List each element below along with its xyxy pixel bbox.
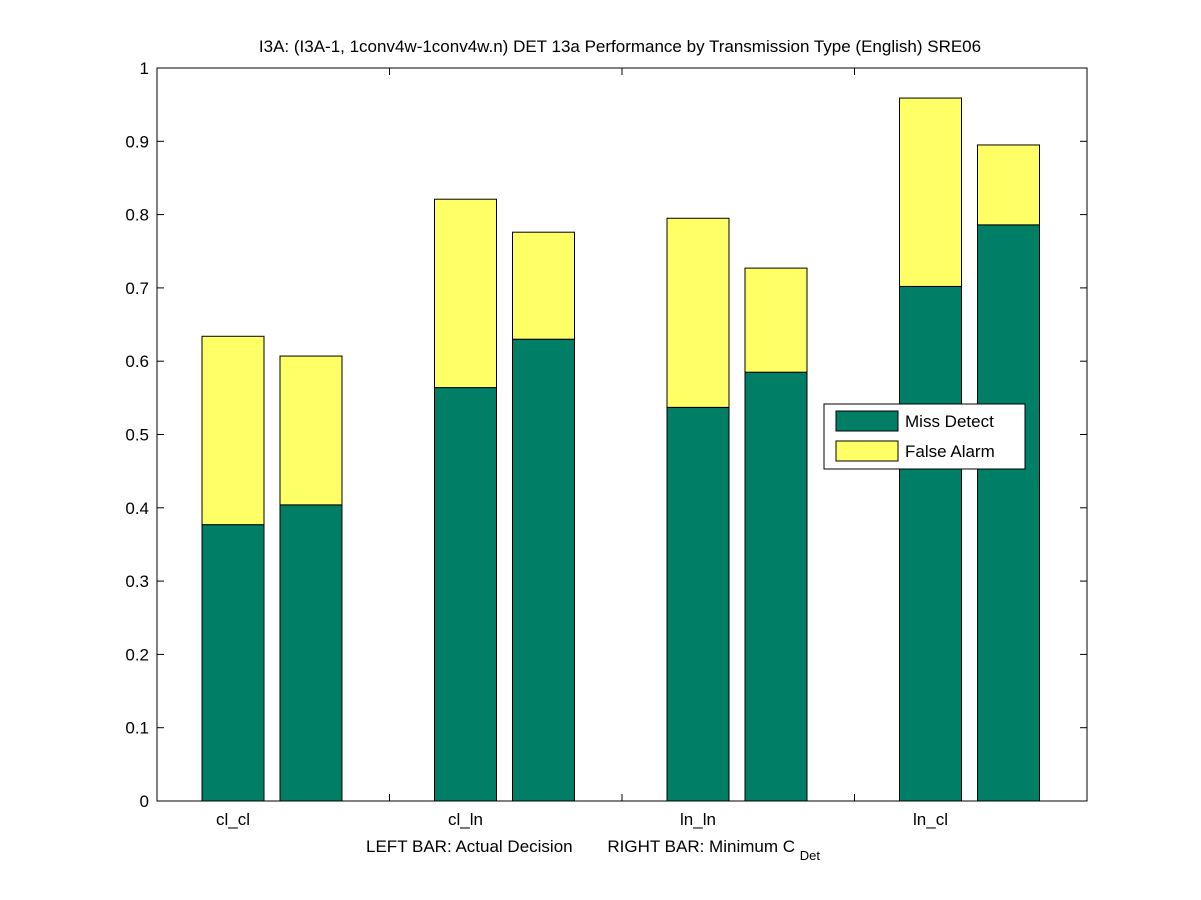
bar-ln-ln-actual-false-alarm: [666, 217, 730, 408]
y-tick-label: 0.3: [125, 572, 149, 591]
bar-cl-ln-minimum-false-alarm: [512, 231, 575, 340]
bar-cl-ln-minimum-miss-detect: [512, 338, 575, 802]
axis-ticks-group: cl_cl cl_ln ln_ln ln_cl 0 0.1 0.2 0.3 0.4 0.5 0.6 0…: [125, 59, 1087, 829]
legend-label-miss-detect: Miss Detect: [905, 412, 994, 431]
y-tick-label: 0.6: [125, 352, 149, 371]
bar-cl-ln-actual-miss-detect: [434, 387, 497, 802]
legend: Miss Detect False Alarm: [823, 403, 1026, 470]
bar-ln-cl-actual-miss-detect: [899, 285, 962, 802]
bar-cl-cl-actual-miss-detect: [201, 524, 265, 802]
y-tick-label: 0.9: [125, 132, 149, 151]
y-tick-label: 0.1: [125, 719, 149, 738]
bar-ln-ln-minimum-false-alarm: [744, 267, 808, 373]
y-tick-label: 0.8: [125, 206, 149, 225]
bars-group: [201, 97, 1040, 802]
x-tick-label: ln_cl: [913, 810, 948, 829]
bar-cl-cl-actual-false-alarm: [201, 335, 265, 526]
x-axis-label-subscript: Det: [800, 848, 821, 863]
y-tick-label: 0.4: [125, 499, 149, 518]
bar-ln-ln-actual-miss-detect: [666, 406, 730, 802]
y-tick-label: 0: [140, 792, 149, 811]
y-tick-label: 0.7: [125, 279, 149, 298]
bar-ln-cl-minimum-miss-detect: [977, 224, 1040, 802]
x-tick-label: ln_ln: [680, 810, 716, 829]
x-tick-label: cl_cl: [216, 810, 250, 829]
x-axis-label: LEFT BAR: Actual Decision RIGHT BAR: Min…: [366, 837, 820, 863]
bar-ln-cl-actual-false-alarm: [899, 97, 962, 287]
x-axis-label-right: RIGHT BAR: Minimum C: [607, 837, 795, 856]
y-tick-label: 0.2: [125, 645, 149, 664]
bar-cl-ln-actual-false-alarm: [434, 198, 497, 389]
y-tick-label: 1: [140, 59, 149, 78]
chart-title: I3A: (I3A-1, 1conv4w-1conv4w.n) DET 13a …: [259, 37, 981, 56]
y-tick-label: 0.5: [125, 426, 149, 445]
bar-ln-ln-minimum-miss-detect: [744, 371, 808, 802]
bar-cl-cl-minimum-miss-detect: [279, 504, 343, 802]
bar-ln-cl-minimum-false-alarm: [977, 144, 1040, 226]
x-tick-label: cl_ln: [448, 810, 483, 829]
legend-label-false-alarm: False Alarm: [905, 442, 995, 461]
legend-swatch-false-alarm: [835, 440, 899, 462]
bar-cl-cl-minimum-false-alarm: [279, 355, 343, 506]
x-axis-label-left: LEFT BAR: Actual Decision: [366, 837, 573, 856]
legend-swatch-miss-detect: [835, 410, 899, 432]
